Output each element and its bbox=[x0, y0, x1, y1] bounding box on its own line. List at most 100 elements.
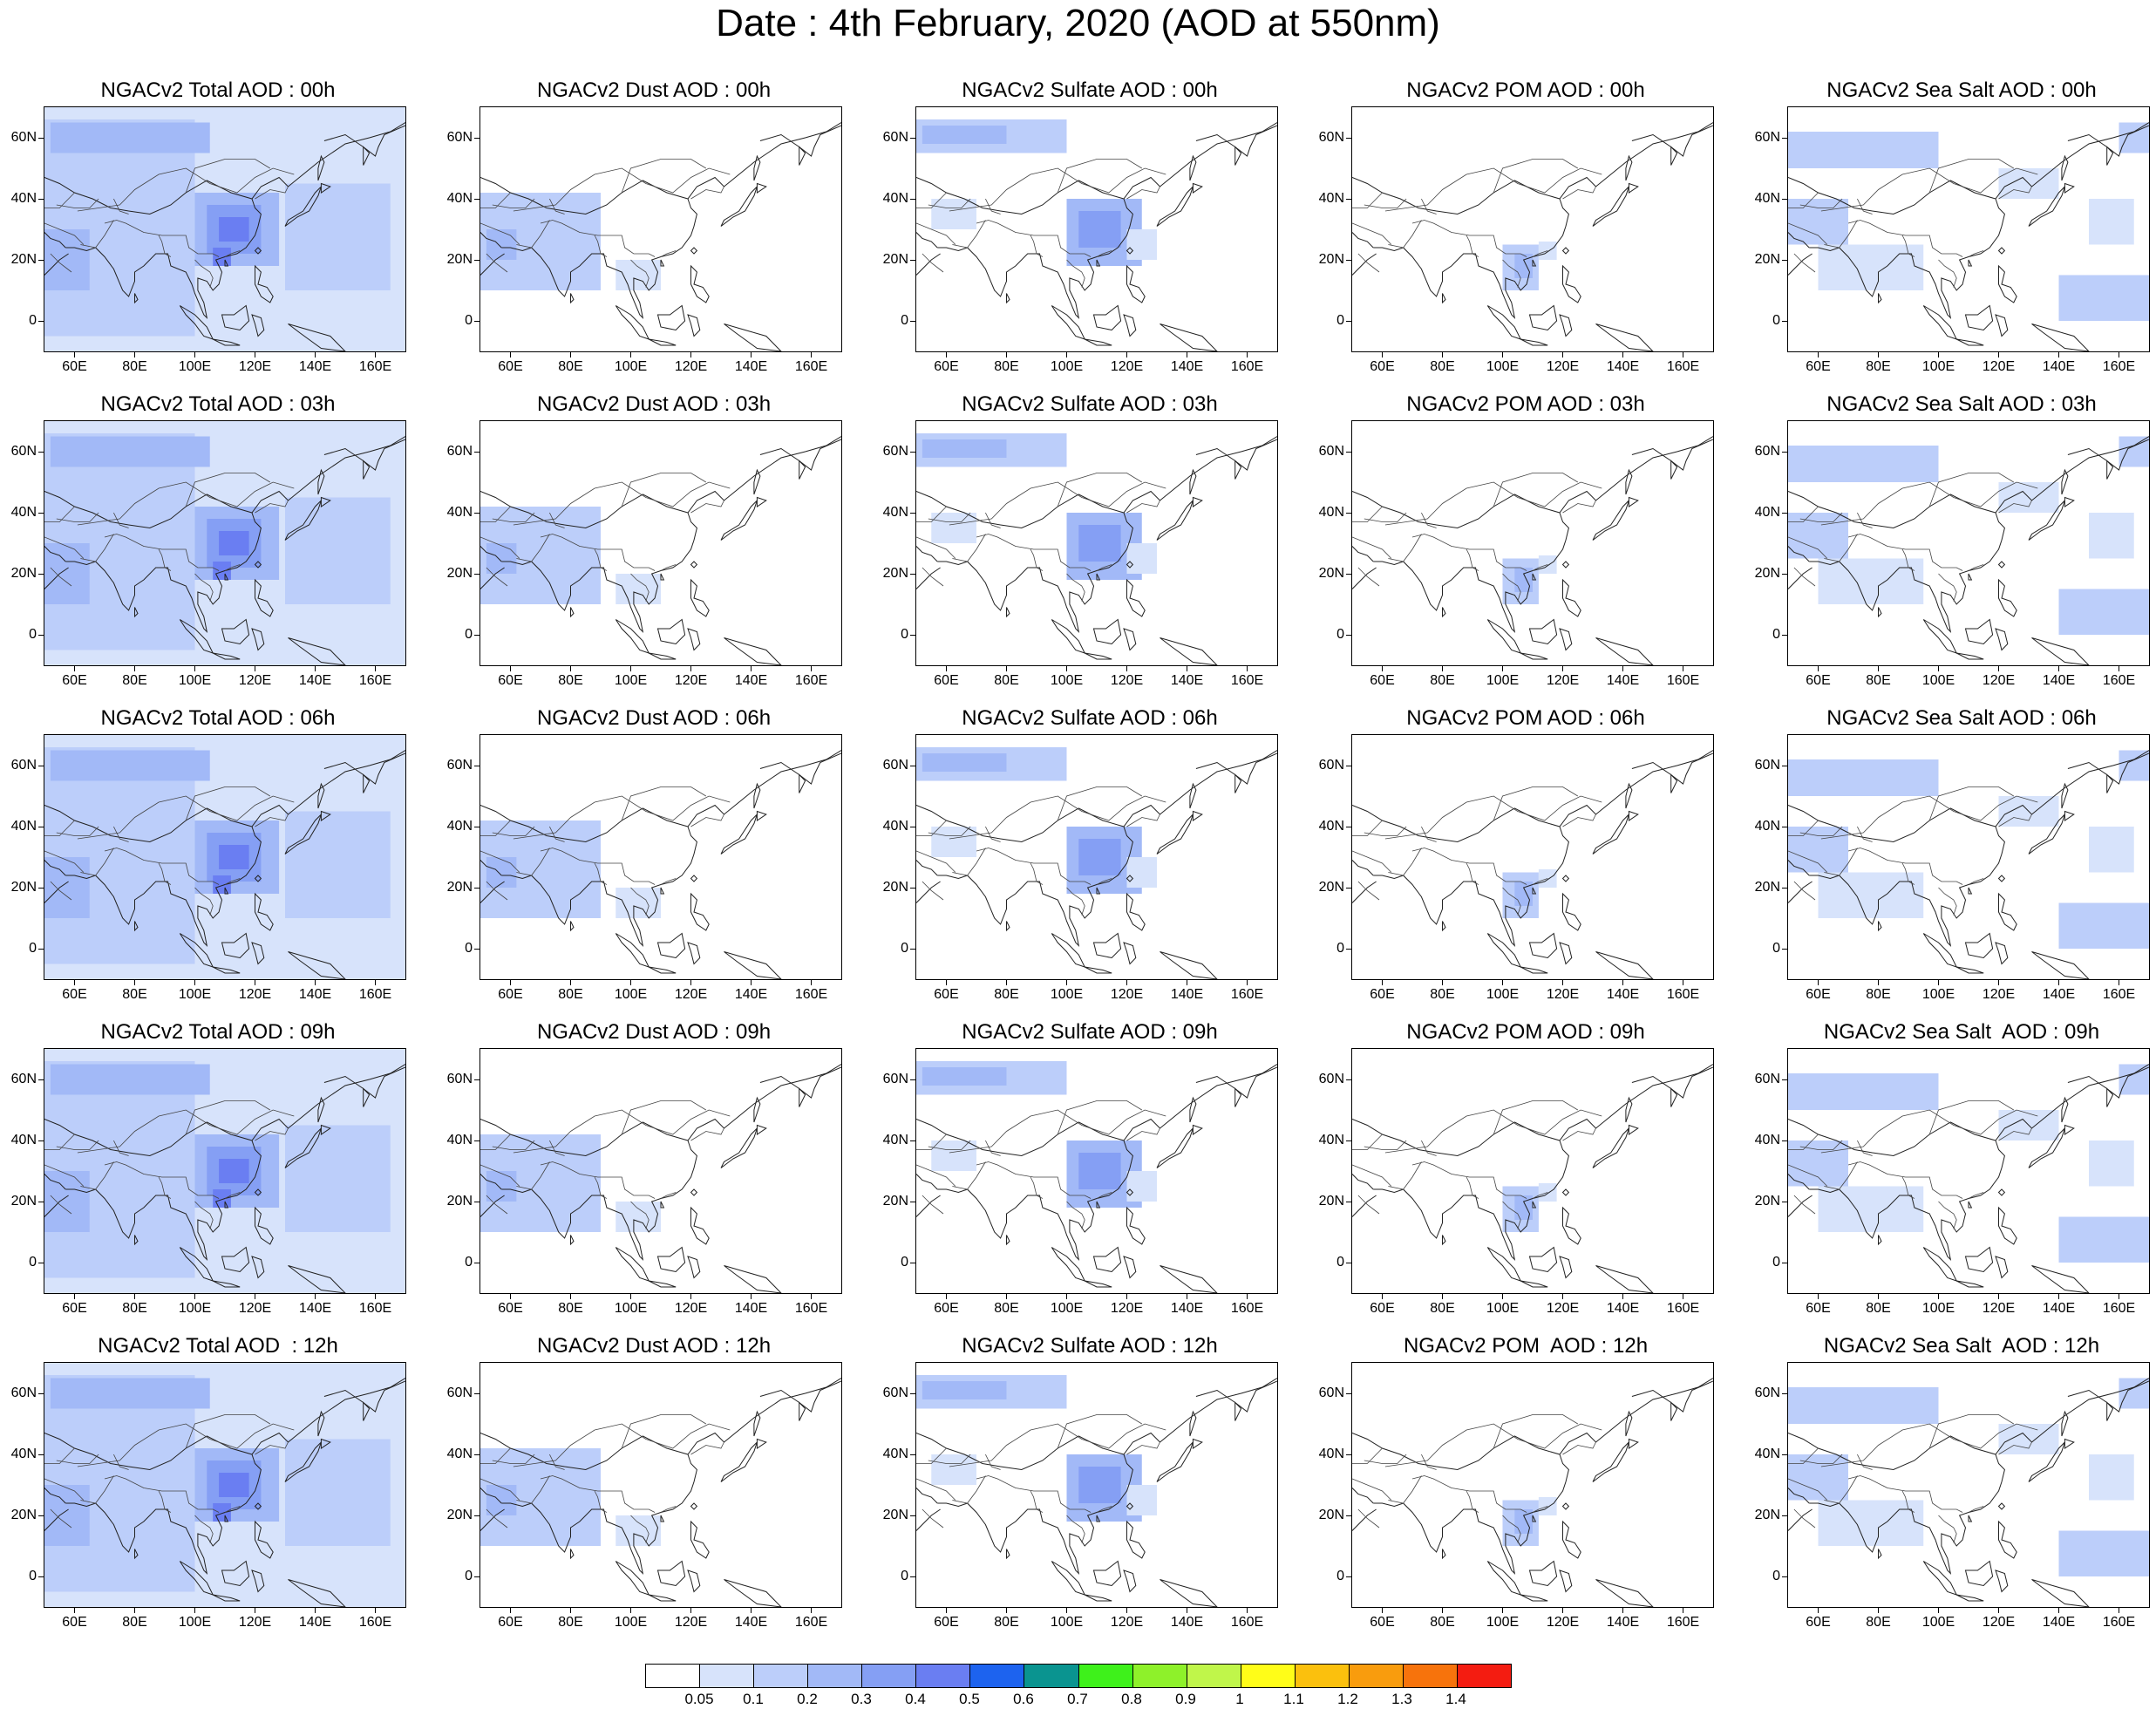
x-tick bbox=[1502, 980, 1503, 985]
coastline bbox=[690, 1188, 698, 1196]
coastline bbox=[44, 1195, 69, 1217]
country-border bbox=[80, 848, 114, 876]
coastline bbox=[1096, 573, 1101, 581]
coastline bbox=[1532, 259, 1537, 267]
coastline bbox=[2061, 154, 2069, 181]
aod-contour-fill bbox=[44, 229, 90, 290]
coastline bbox=[323, 1380, 405, 1413]
coastline bbox=[1592, 1127, 1629, 1168]
coastline bbox=[2061, 782, 2069, 809]
y-tick-label: 20N bbox=[882, 880, 908, 895]
coastline bbox=[251, 314, 265, 337]
x-tick-label: 120E bbox=[1982, 1615, 2016, 1630]
coastline bbox=[1595, 951, 1654, 979]
y-tick bbox=[38, 1515, 44, 1516]
x-tick-label: 120E bbox=[1110, 673, 1144, 688]
coastline bbox=[221, 1246, 250, 1273]
coastline bbox=[317, 1410, 325, 1437]
country-border bbox=[1998, 1127, 2032, 1141]
y-tick-label: 40N bbox=[882, 1447, 908, 1461]
coastline bbox=[1192, 1124, 1203, 1135]
coastline bbox=[570, 607, 575, 618]
x-tick-label: 160E bbox=[358, 987, 392, 1002]
x-tick-label: 160E bbox=[358, 1615, 392, 1630]
country-border bbox=[486, 567, 508, 587]
coastline bbox=[756, 810, 767, 821]
country-border bbox=[1411, 1475, 1527, 1513]
country-border bbox=[1901, 548, 1915, 571]
coastline bbox=[1352, 1174, 1374, 1190]
y-tick-label: 20N bbox=[446, 566, 473, 581]
coastline bbox=[1562, 1520, 1581, 1559]
coastline bbox=[1126, 1188, 1134, 1196]
map-plot-area bbox=[1351, 1048, 1714, 1294]
map-panel: NGACv2 POM AOD : 12h 60N 40N 20N 0 60E 80E 100E… bbox=[1308, 1334, 1744, 1648]
x-tick-label: 80E bbox=[1430, 1301, 1455, 1316]
coastline bbox=[254, 247, 262, 255]
coastline bbox=[753, 782, 761, 809]
coastline bbox=[1195, 1380, 1277, 1413]
aod-contour-fill bbox=[486, 543, 517, 574]
x-tick bbox=[1878, 666, 1879, 671]
country-border bbox=[549, 1140, 565, 1156]
country-border bbox=[185, 473, 271, 507]
x-tick-label: 140E bbox=[2042, 1301, 2076, 1316]
y-tick-label: 40N bbox=[446, 1133, 473, 1147]
country-border bbox=[549, 1454, 565, 1470]
x-tick-label: 60E bbox=[62, 359, 87, 374]
coastline bbox=[1964, 1246, 1994, 1273]
y-tick bbox=[1782, 451, 1787, 453]
coastline bbox=[480, 567, 505, 589]
coastline bbox=[44, 1378, 405, 1471]
x-tick bbox=[1006, 352, 1007, 357]
country-border bbox=[928, 198, 971, 208]
x-tick bbox=[74, 666, 75, 671]
y-tick-label: 0 bbox=[1772, 1569, 1780, 1583]
coastline bbox=[1559, 1569, 1573, 1593]
coastline bbox=[1532, 573, 1537, 581]
country-border bbox=[1066, 1201, 1085, 1229]
x-tick-label: 80E bbox=[1430, 673, 1455, 688]
coastline bbox=[2064, 810, 2075, 821]
country-border bbox=[1793, 1195, 1816, 1215]
coastline bbox=[65, 512, 262, 634]
coastline bbox=[317, 468, 325, 495]
aod-contour-fill bbox=[44, 543, 90, 604]
y-tick-label: 0 bbox=[465, 1569, 473, 1583]
coastline bbox=[179, 933, 214, 968]
coastline bbox=[255, 892, 274, 931]
coastline bbox=[1670, 146, 1678, 166]
country-border bbox=[1788, 222, 1828, 245]
coastline bbox=[501, 1454, 697, 1576]
x-tick-label: 80E bbox=[1866, 359, 1891, 374]
country-border bbox=[1388, 1161, 1422, 1190]
coastline bbox=[134, 1235, 139, 1246]
country-border bbox=[1096, 1192, 1112, 1199]
colorbar-label: 1 bbox=[1235, 1691, 1244, 1707]
y-tick bbox=[910, 634, 915, 636]
country-border bbox=[621, 1414, 707, 1449]
coastline bbox=[320, 1124, 331, 1135]
colorbar-swatch bbox=[1349, 1665, 1404, 1687]
country-border bbox=[1057, 473, 1143, 507]
country-border bbox=[1998, 814, 2032, 827]
country-border bbox=[1799, 1454, 1843, 1464]
coastline bbox=[363, 460, 371, 480]
aod-map bbox=[1352, 750, 1713, 979]
y-tick-label: 20N bbox=[1318, 252, 1344, 267]
aod-contour-fill bbox=[213, 248, 231, 266]
country-border bbox=[1066, 1515, 1085, 1543]
panel-title: NGACv2 POM AOD : 09h bbox=[1406, 1020, 1645, 1044]
coastline bbox=[1788, 567, 1813, 589]
y-tick-label: 20N bbox=[882, 566, 908, 581]
coastline bbox=[1878, 1549, 1882, 1560]
coastline bbox=[1592, 1441, 1629, 1482]
x-tick-label: 80E bbox=[558, 359, 583, 374]
coastline bbox=[288, 323, 346, 351]
country-border bbox=[660, 1192, 677, 1199]
aod-contour-fill bbox=[1788, 759, 1939, 796]
country-border bbox=[1030, 548, 1044, 571]
map-plot-area bbox=[44, 1362, 406, 1608]
map-plot-area bbox=[479, 1362, 842, 1608]
coastline bbox=[1788, 546, 1810, 562]
